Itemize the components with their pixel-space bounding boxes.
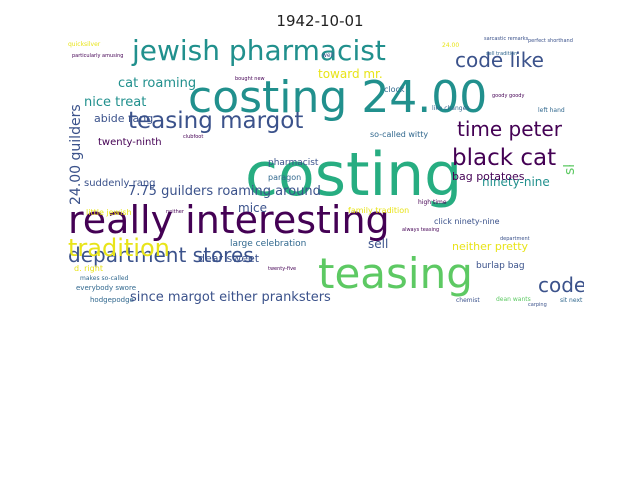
cloud-word: large celebration [230, 239, 306, 249]
cloud-word: carping [528, 302, 547, 308]
cloud-word: teasing [318, 249, 473, 298]
cloud-word: family tradition [348, 206, 409, 215]
cloud-word: dean wants [496, 296, 531, 303]
cloud-word: little jewish [86, 208, 132, 217]
cloud-word: teasing margot [128, 108, 303, 134]
cloud-word: pharmacist [268, 158, 319, 168]
cloud-word: twenty-five [268, 266, 296, 272]
cloud-word: costing 24.00 [188, 72, 487, 123]
cloud-word: toward mr. [318, 67, 383, 81]
cloud-word: abide rang [94, 112, 153, 125]
cloud-word: d. right [74, 264, 103, 273]
cloud-word: makes so-called [80, 275, 129, 282]
cloud-word: chemist [456, 297, 480, 304]
cloud-word: quicksilver anne [597, 209, 606, 275]
cloud-word: hodgepodge [90, 296, 134, 304]
cloud-word: click ninety-nine [434, 217, 500, 226]
cloud-word: particularly amusing [72, 53, 123, 59]
cloud-word: sell [368, 237, 388, 251]
cloud-word: suddenly rang [84, 178, 156, 189]
cloud-word: costing [245, 140, 462, 210]
figure-title: 1942-10-01 [276, 12, 364, 30]
cloud-word: bag potatoes [452, 170, 525, 183]
cloud-word: really interesting [68, 198, 390, 242]
cloud-word: 24.00 guilders [68, 104, 84, 205]
cloud-word: left hand [538, 107, 565, 114]
cloud-word: time peter [457, 117, 563, 141]
cloud-word: black cat [452, 145, 556, 171]
cloud-word: mice [238, 201, 267, 215]
cloud-word: cat roaming [118, 76, 196, 91]
cloud-word: high time [418, 199, 447, 206]
cloud-word: since margot either pranksters [130, 290, 331, 305]
cloud-word: perfect shorthand [528, 38, 573, 44]
cloud-word: clubfoot [183, 134, 203, 140]
cloud-word: 24.00 [442, 42, 459, 49]
cloud-word: well [322, 52, 334, 59]
cloud-word: goody goody [492, 93, 524, 99]
cloud-word: skin-tight [562, 109, 578, 175]
cloud-word: code [538, 273, 586, 297]
cloud-word: sit next [560, 297, 583, 304]
cloud-word: neither pretty [452, 240, 529, 253]
cloud-word: everybody swore [76, 284, 136, 292]
cloud-word: quicksilver [68, 41, 101, 48]
cloud-word: always teasing [402, 227, 439, 233]
cloud-word: dear sweet [198, 252, 260, 265]
cloud-word: code like [455, 48, 544, 72]
cloud-word: ninety-nine [482, 175, 550, 189]
cloud-word: paragon [268, 173, 301, 182]
cloud-word: 7.75 guilders roaming around [128, 184, 321, 199]
cloud-word: sell tradition [486, 51, 517, 57]
cloud-word: neither [166, 209, 185, 215]
cloud-word: sarcastic remarks [484, 36, 529, 42]
cloud-word: jewish pharmacist [131, 34, 386, 67]
cloud-word: so-called witty [370, 130, 428, 139]
cloud-word: department stores [68, 243, 254, 267]
cloud-word: bought new [235, 76, 265, 82]
cloud-word: department [500, 236, 530, 242]
cloud-word: tradition [68, 234, 170, 262]
cloud-word: like changes [432, 105, 469, 112]
cloud-word: nice treat [84, 95, 146, 110]
cloud-word: clock [384, 85, 405, 94]
cloud-word: twenty-ninth [98, 137, 162, 148]
cloud-word: burlap bag [476, 261, 525, 271]
